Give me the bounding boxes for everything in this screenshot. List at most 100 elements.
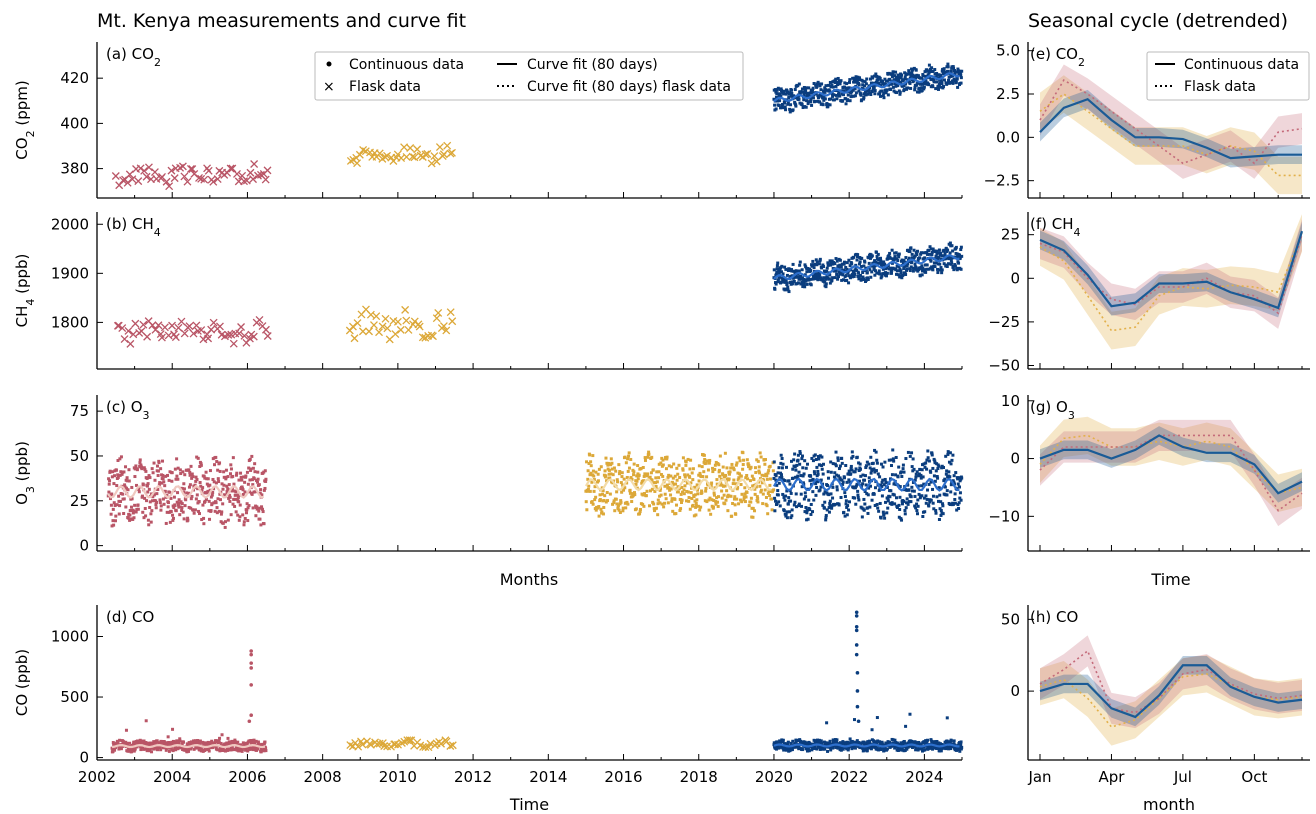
data-point <box>244 474 248 478</box>
data-point <box>800 748 804 752</box>
data-point <box>889 266 893 270</box>
data-point <box>952 474 956 478</box>
data-point <box>159 508 163 512</box>
data-point <box>633 493 637 497</box>
data-point <box>187 749 191 753</box>
data-point <box>935 495 939 499</box>
data-point <box>863 474 867 478</box>
data-point <box>829 492 833 496</box>
data-point <box>837 744 841 748</box>
data-point <box>258 743 262 747</box>
data-point <box>866 277 870 281</box>
data-point <box>799 274 803 278</box>
data-point <box>931 247 935 251</box>
data-point <box>712 499 716 503</box>
data-point <box>845 278 849 282</box>
data-point <box>707 508 711 512</box>
y-tick-label: 10 <box>1001 392 1020 410</box>
data-point <box>187 468 191 472</box>
y-tick-label: 380 <box>60 160 89 178</box>
data-point <box>878 76 882 80</box>
data-point <box>811 510 815 514</box>
data-point <box>811 277 815 281</box>
data-point <box>948 256 952 260</box>
data-point <box>834 450 838 454</box>
line-period2-flask <box>1039 434 1303 495</box>
data-point <box>802 497 806 501</box>
data-point <box>888 495 892 499</box>
data-point <box>853 80 857 84</box>
data-point <box>780 264 784 268</box>
data-point <box>849 464 853 468</box>
data-point <box>780 457 784 461</box>
data-point <box>669 493 673 497</box>
band-period2 <box>1040 214 1302 350</box>
data-point <box>184 498 188 502</box>
data-point <box>132 516 136 520</box>
data-point <box>927 83 931 87</box>
data-point <box>913 744 917 748</box>
data-point <box>789 516 793 520</box>
data-point <box>897 503 901 507</box>
data-point <box>840 92 844 96</box>
data-point <box>249 467 253 471</box>
data-point <box>191 508 195 512</box>
data-point <box>858 467 862 471</box>
x-axis-label: Time <box>509 795 549 814</box>
data-point <box>853 718 857 722</box>
data-point <box>920 494 924 498</box>
data-point <box>897 515 901 519</box>
data-point <box>641 493 645 497</box>
data-point <box>780 280 784 284</box>
data-point <box>790 748 794 752</box>
data-point <box>805 270 809 274</box>
data-point <box>230 748 234 752</box>
data-point <box>893 255 897 259</box>
data-point <box>919 82 923 86</box>
data-point <box>884 741 888 745</box>
data-point <box>855 739 859 743</box>
data-point <box>815 747 819 751</box>
data-point <box>951 453 955 457</box>
seasonal-panel-g: 100−10(g) O3 <box>988 392 1310 552</box>
data-point <box>935 252 939 256</box>
data-point <box>831 462 835 466</box>
data-point <box>957 261 961 265</box>
data-point <box>147 474 151 478</box>
data-point <box>253 462 257 466</box>
data-point <box>707 498 711 502</box>
data-point <box>257 483 261 487</box>
spike-point <box>249 649 253 653</box>
flask-point <box>365 327 373 336</box>
flask-point <box>119 176 128 185</box>
data-point <box>820 467 824 471</box>
data-point <box>585 460 589 464</box>
data-point <box>955 508 959 512</box>
data-point <box>627 451 631 455</box>
data-point <box>607 468 611 472</box>
data-point <box>913 85 917 89</box>
data-point <box>710 481 714 485</box>
data-point <box>210 493 214 497</box>
data-point <box>778 504 782 508</box>
data-point <box>866 276 870 280</box>
data-point <box>845 480 849 484</box>
data-point <box>818 257 822 261</box>
data-point <box>871 81 875 85</box>
data-point <box>708 496 712 500</box>
flask-point <box>120 335 129 344</box>
data-point <box>886 497 890 501</box>
data-point <box>914 68 918 72</box>
data-point <box>724 498 728 502</box>
data-point <box>813 262 817 266</box>
data-point <box>935 739 939 743</box>
data-point <box>878 475 882 479</box>
data-point <box>948 475 952 479</box>
data-point <box>911 266 915 270</box>
data-point <box>264 749 268 753</box>
data-point <box>785 510 789 514</box>
data-point <box>784 748 788 752</box>
data-point <box>734 482 738 486</box>
data-point <box>786 502 790 506</box>
